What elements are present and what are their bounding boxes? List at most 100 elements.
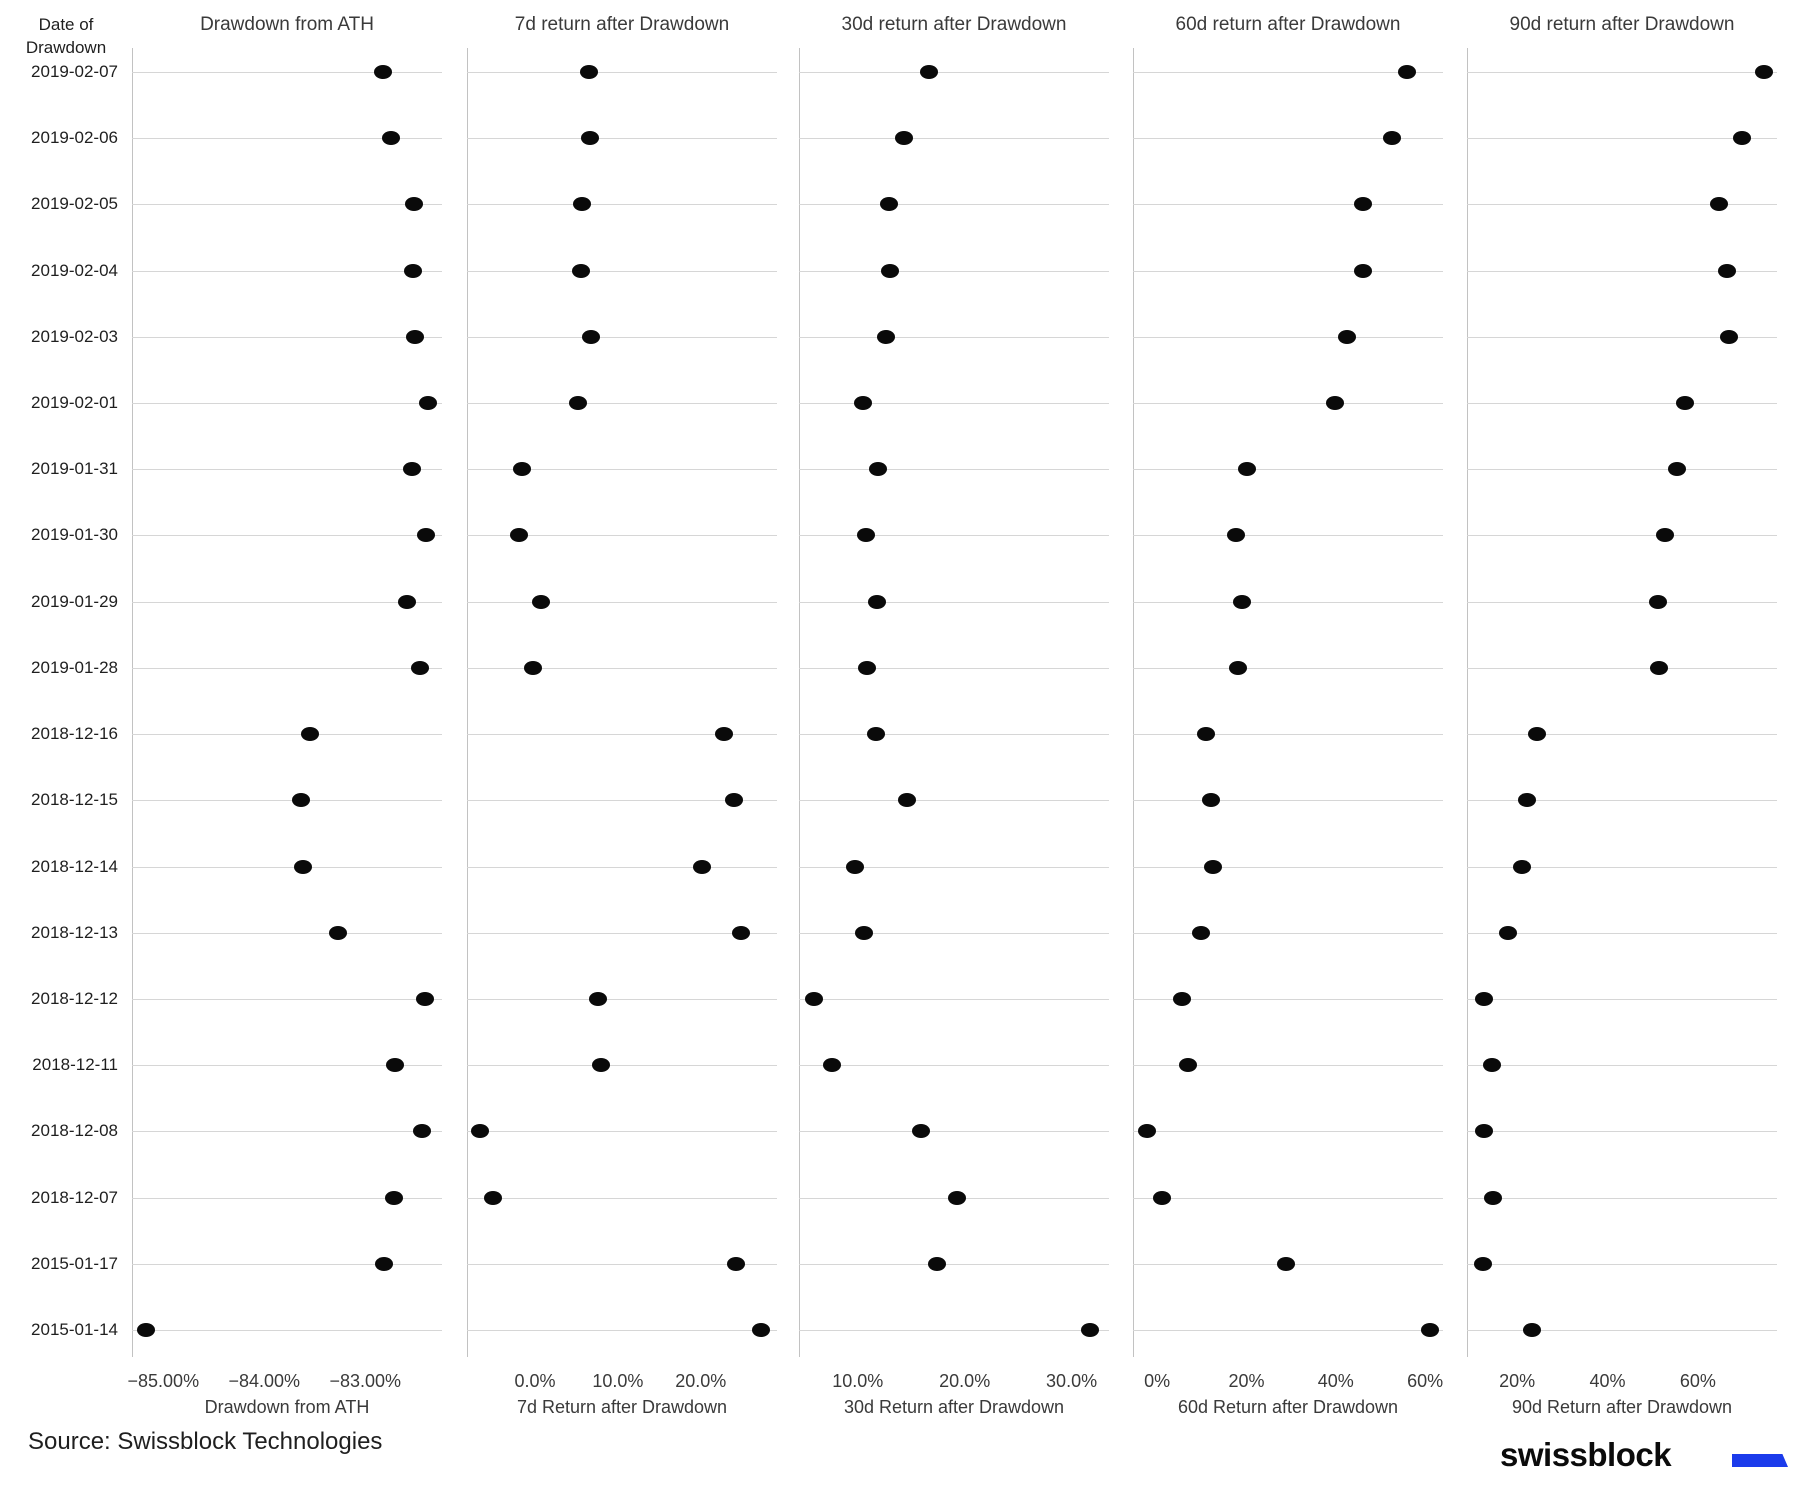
row-gridline: [799, 270, 1109, 272]
row-gridline: [799, 1131, 1109, 1133]
row-gridline: [1467, 138, 1777, 140]
data-point: [911, 1124, 930, 1139]
data-point: [920, 65, 939, 79]
panel-title: 30d return after Drawdown: [841, 14, 1067, 35]
row-gridline: [1133, 932, 1443, 934]
row-gridline: [467, 800, 777, 802]
data-point: [1232, 594, 1251, 609]
row-gridline: [132, 601, 442, 603]
x-tick-label: −84.00%: [228, 1371, 301, 1391]
row-gridline: [132, 1263, 442, 1265]
date-label: 2019-02-03: [31, 326, 118, 346]
data-point: [1484, 1190, 1503, 1205]
row-gridline: [1133, 1197, 1443, 1199]
row-gridline: [1133, 866, 1443, 868]
data-point: [1676, 396, 1695, 411]
row-gridline: [1467, 270, 1777, 272]
x-axis-label: 90d Return after Drawdown: [1511, 1397, 1733, 1417]
x-tick-label: 0.0%: [514, 1371, 556, 1391]
x-axis-label: 60d Return after Drawdown: [1177, 1397, 1399, 1417]
row-gridline: [132, 72, 442, 73]
row-gridline: [799, 601, 1109, 603]
data-point: [866, 727, 885, 742]
date-label: 2018-12-15: [31, 790, 118, 810]
data-point: [1717, 263, 1736, 278]
data-point: [1710, 197, 1729, 212]
data-point: [405, 329, 424, 344]
data-point: [1421, 1322, 1440, 1337]
x-tick-label: 40%: [1589, 1371, 1626, 1391]
row-gridline: [799, 734, 1109, 736]
row-gridline: [467, 138, 777, 140]
x-tick-label: 10.0%: [592, 1371, 644, 1391]
date-label: 2018-12-13: [31, 922, 118, 942]
data-point: [752, 1322, 771, 1337]
row-gridline: [467, 469, 777, 471]
data-point: [1337, 329, 1356, 344]
data-point: [724, 793, 743, 808]
x-tick-label: −85.00%: [127, 1371, 200, 1391]
data-point: [404, 197, 423, 212]
row-gridline: [799, 866, 1109, 868]
data-point: [879, 197, 898, 212]
row-gridline: [467, 336, 777, 338]
row-gridline: [132, 1197, 442, 1199]
data-point: [927, 1256, 946, 1271]
row-gridline: [1133, 601, 1443, 603]
data-point: [137, 1322, 156, 1337]
row-gridline: [467, 270, 777, 272]
data-point: [580, 131, 599, 146]
row-gridline: [1133, 469, 1443, 471]
data-point: [412, 1124, 431, 1139]
data-point: [524, 660, 543, 675]
row-gridline: [799, 204, 1109, 206]
row-gridline: [1467, 734, 1777, 736]
date-label: 2019-02-04: [31, 260, 118, 280]
row-gridline: [467, 601, 777, 603]
data-point: [868, 594, 887, 609]
x-tick-label: 20.0%: [675, 1371, 727, 1391]
x-tick-label: 60%: [1679, 1371, 1716, 1391]
logo-wordmark: swissblock: [1500, 1436, 1672, 1473]
row-gridline: [1133, 800, 1443, 802]
data-point: [402, 462, 421, 477]
x-tick-label: 60%: [1407, 1371, 1444, 1391]
data-point: [1325, 396, 1344, 411]
row-gridline: [132, 667, 442, 669]
data-point: [588, 991, 607, 1006]
data-point: [483, 1190, 502, 1205]
row-gridline: [1467, 800, 1777, 802]
row-gridline: [132, 138, 442, 140]
data-point: [291, 793, 310, 808]
row-gridline: [1133, 403, 1443, 405]
row-gridline: [799, 1263, 1109, 1265]
data-point: [1138, 1124, 1157, 1139]
row-gridline: [1467, 535, 1777, 537]
data-point: [397, 594, 416, 609]
row-gridline: [467, 932, 777, 934]
row-gridline: [132, 800, 442, 802]
x-tick-label: 40%: [1317, 1371, 1354, 1391]
data-point: [692, 859, 711, 874]
row-gridline: [467, 998, 777, 1000]
row-gridline: [467, 667, 777, 669]
y-axis-spine: [1467, 48, 1468, 1357]
data-point: [581, 329, 600, 344]
date-label: 2015-01-17: [31, 1253, 118, 1273]
row-gridline: [1133, 204, 1443, 206]
row-gridline: [1467, 1263, 1777, 1265]
x-axis-label: 30d Return after Drawdown: [843, 1397, 1065, 1417]
data-point: [1178, 1058, 1197, 1073]
data-point: [1354, 263, 1373, 278]
data-point: [579, 65, 598, 79]
data-point: [1080, 1322, 1099, 1337]
date-label: 2019-02-01: [31, 393, 118, 413]
data-point: [415, 991, 434, 1006]
row-gridline: [1133, 998, 1443, 1000]
data-point: [1733, 131, 1752, 146]
x-axis-label: 7d Return after Drawdown: [516, 1397, 728, 1417]
data-point: [727, 1256, 746, 1271]
date-label: 2019-01-29: [31, 591, 118, 611]
data-point: [384, 1190, 403, 1205]
